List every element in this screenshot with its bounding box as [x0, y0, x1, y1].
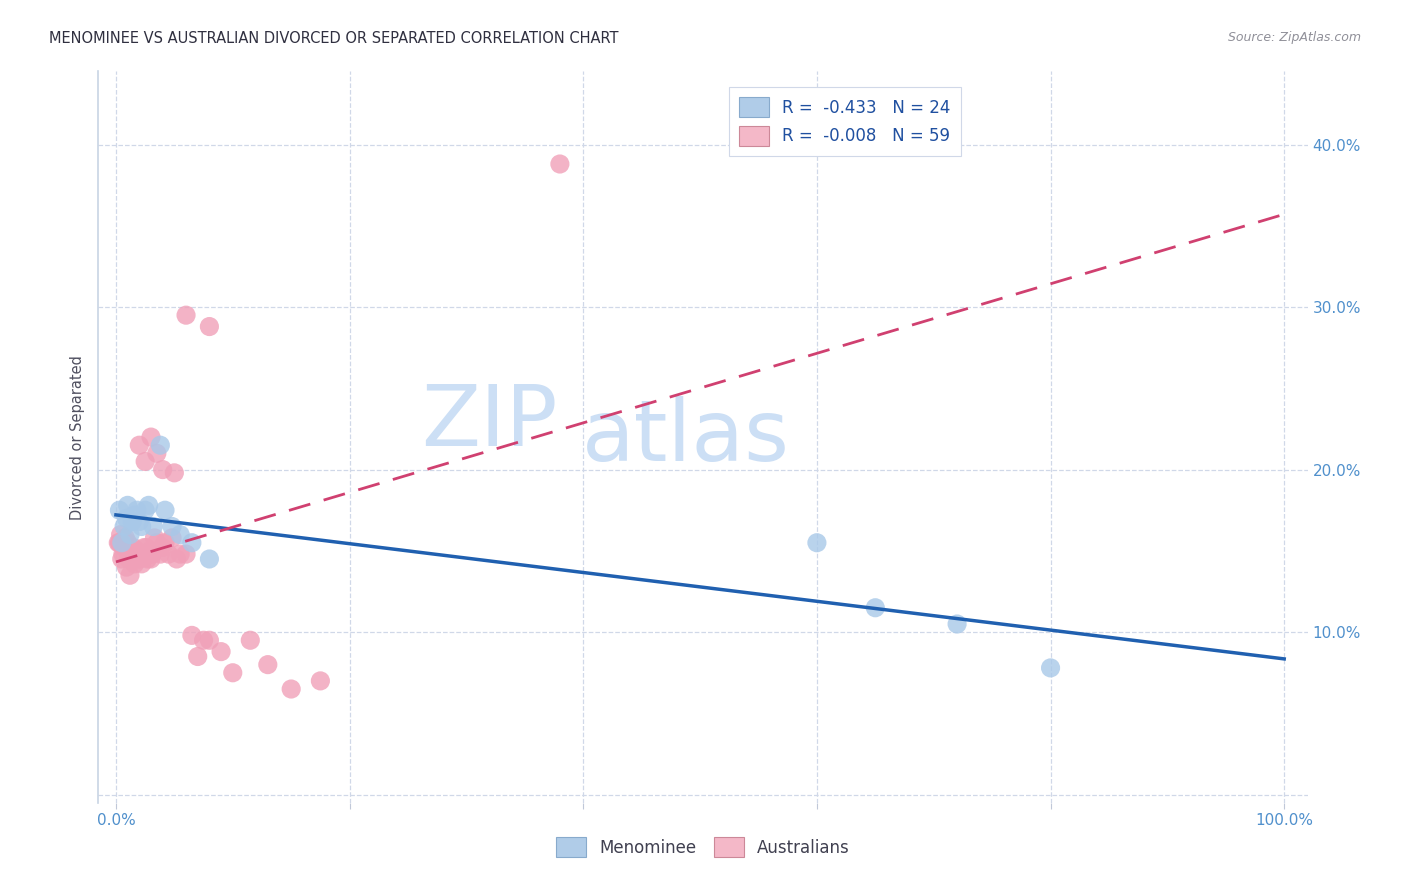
Point [118, 527, 141, 541]
Point [222, 665, 245, 680]
Point [124, 557, 146, 571]
Point [111, 535, 134, 549]
Point [134, 454, 156, 468]
Point [115, 560, 138, 574]
Point [239, 633, 262, 648]
Point [132, 547, 155, 561]
Point [153, 535, 176, 549]
Point [128, 552, 150, 566]
Point [134, 547, 156, 561]
Point [108, 503, 131, 517]
Point [125, 503, 148, 517]
Point [180, 535, 202, 549]
Point [1039, 661, 1062, 675]
Point [124, 508, 146, 522]
Point [139, 544, 162, 558]
Point [180, 628, 202, 642]
Point [117, 535, 139, 549]
Point [139, 552, 162, 566]
Point [125, 544, 148, 558]
Text: MENOMINEE VS AUSTRALIAN DIVORCED OR SEPARATED CORRELATION CHART: MENOMINEE VS AUSTRALIAN DIVORCED OR SEPA… [49, 31, 619, 46]
Point [209, 645, 232, 659]
Point [136, 552, 159, 566]
Point [152, 462, 174, 476]
Point [121, 547, 143, 561]
Point [111, 547, 134, 561]
Point [132, 541, 155, 555]
Point [125, 547, 148, 561]
Point [146, 535, 169, 549]
Text: ZIP: ZIP [422, 381, 558, 464]
Point [131, 557, 153, 571]
Text: atlas: atlas [582, 395, 790, 479]
Point [146, 446, 169, 460]
Point [118, 568, 141, 582]
Text: Source: ZipAtlas.com: Source: ZipAtlas.com [1227, 31, 1361, 45]
Legend: Menominee, Australians: Menominee, Australians [550, 830, 856, 864]
Point [153, 503, 176, 517]
Point [169, 547, 191, 561]
Y-axis label: Divorced or Separated: Divorced or Separated [70, 355, 86, 519]
Point [806, 535, 828, 549]
Point [114, 531, 136, 545]
Point [198, 633, 221, 648]
Point [117, 499, 139, 513]
Point [141, 547, 163, 561]
Point [174, 308, 197, 322]
Point [309, 673, 332, 688]
Point [548, 157, 571, 171]
Point [166, 552, 188, 566]
Point [115, 511, 138, 525]
Point [157, 547, 180, 561]
Point [198, 552, 221, 566]
Point [139, 430, 162, 444]
Point [143, 531, 166, 545]
Point [280, 681, 302, 696]
Point [134, 503, 156, 517]
Point [193, 633, 215, 648]
Point [149, 547, 172, 561]
Point [112, 541, 135, 555]
Point [198, 319, 221, 334]
Point [108, 535, 131, 549]
Point [187, 649, 209, 664]
Point [138, 499, 160, 513]
Point [110, 527, 132, 541]
Point [121, 515, 143, 529]
Point [128, 515, 150, 529]
Point [256, 657, 278, 672]
Point [120, 552, 142, 566]
Point [138, 547, 160, 561]
Point [160, 519, 183, 533]
Point [946, 617, 969, 632]
Point [107, 535, 129, 549]
Point [160, 531, 183, 545]
Point [127, 552, 149, 566]
Point [149, 438, 172, 452]
Point [163, 466, 186, 480]
Point [169, 527, 191, 541]
Point [122, 541, 145, 555]
Point [128, 438, 150, 452]
Point [118, 552, 141, 566]
Point [129, 547, 152, 561]
Point [112, 519, 135, 533]
Point [131, 519, 153, 533]
Point [111, 552, 134, 566]
Point [135, 541, 157, 555]
Point [865, 600, 887, 615]
Point [174, 547, 197, 561]
Point [152, 541, 174, 555]
Point [142, 519, 165, 533]
